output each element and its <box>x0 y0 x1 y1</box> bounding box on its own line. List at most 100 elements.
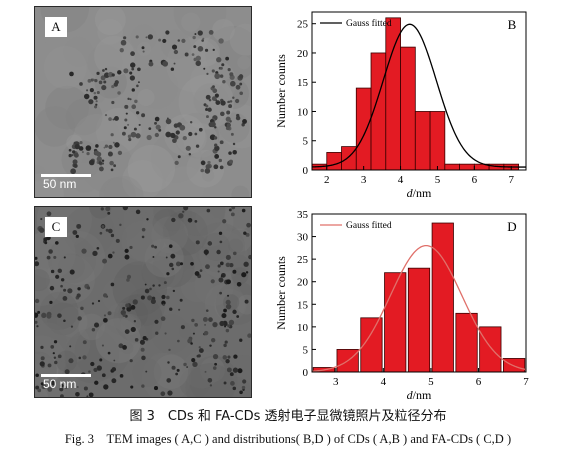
nanoparticle <box>67 288 73 294</box>
nanoparticle <box>153 386 159 391</box>
nanoparticle <box>40 345 44 349</box>
nanoparticle <box>158 38 162 42</box>
nanoparticle <box>227 355 231 359</box>
nanoparticle <box>113 164 117 168</box>
nanoparticle <box>205 264 210 270</box>
tem-texture <box>121 221 162 261</box>
nanoparticle <box>164 332 167 335</box>
nanoparticle <box>224 340 228 344</box>
nanoparticle <box>241 272 247 278</box>
nanoparticle <box>171 365 176 370</box>
nanoparticle <box>83 386 88 391</box>
nanoparticle <box>130 131 137 138</box>
nanoparticle <box>186 366 189 369</box>
nanoparticle <box>202 317 208 322</box>
nanoparticle <box>47 363 52 368</box>
nanoparticle <box>100 75 106 81</box>
nanoparticle <box>165 30 170 35</box>
nanoparticle <box>232 96 235 100</box>
nanoparticle <box>76 223 82 229</box>
nanoparticle <box>40 356 45 361</box>
nanoparticle <box>165 131 172 138</box>
nanoparticle <box>232 251 237 256</box>
tem-texture <box>173 7 227 39</box>
nanoparticle <box>229 262 234 268</box>
nanoparticle <box>93 95 98 100</box>
nanoparticle <box>141 235 145 239</box>
nanoparticle <box>76 293 81 298</box>
nanoparticle <box>132 299 138 305</box>
nanoparticle <box>94 105 98 109</box>
hist-d-ylabel: Number counts <box>274 256 288 330</box>
nanoparticle <box>211 69 215 73</box>
nanoparticle <box>96 91 100 95</box>
hist-d-bar-3 <box>384 272 407 373</box>
nanoparticle <box>222 355 228 360</box>
nanoparticle <box>73 163 78 168</box>
nanoparticle <box>96 365 102 371</box>
hist-b-bar-8 <box>429 111 446 171</box>
tem-texture <box>98 311 139 353</box>
nanoparticle <box>208 98 212 102</box>
nanoparticle <box>50 345 55 349</box>
hist-d-xtick-label-5: 5 <box>428 376 434 388</box>
scale-bar-c <box>41 374 91 377</box>
nanoparticle <box>177 339 180 343</box>
nanoparticle <box>207 377 213 383</box>
nanoparticle <box>172 289 176 293</box>
nanoparticle <box>239 91 243 96</box>
tem-texture <box>110 211 165 266</box>
nanoparticle <box>236 113 240 118</box>
nanoparticle <box>95 100 98 103</box>
nanoparticle <box>165 118 172 125</box>
nanoparticle <box>69 71 74 77</box>
nanoparticle <box>114 115 119 121</box>
hist-b-xtick-label-4: 4 <box>398 174 404 186</box>
tem-texture <box>35 255 54 291</box>
nanoparticle <box>219 74 224 78</box>
nanoparticle <box>214 154 220 159</box>
tem-texture <box>144 238 184 278</box>
nanoparticle <box>35 312 39 318</box>
nanoparticle <box>241 208 246 213</box>
nanoparticle <box>195 60 202 67</box>
nanoparticle <box>52 352 55 355</box>
tem-texture <box>63 207 115 257</box>
nanoparticle <box>191 318 195 323</box>
panel-label-c-text: C <box>51 219 61 234</box>
nanoparticle <box>129 98 132 101</box>
histogram-d: 3 4 5 6 7 0 5 10 15 20 25 30 35 d/nm Number counts Gaus… <box>274 206 536 402</box>
hist-b-xtick-label-6: 6 <box>472 174 478 186</box>
nanoparticle <box>154 245 158 249</box>
nanoparticle <box>81 248 87 254</box>
tem-texture <box>35 42 78 98</box>
tem-texture <box>73 113 120 160</box>
tem-texture <box>151 245 167 261</box>
tem-texture <box>180 269 214 303</box>
nanoparticle <box>218 38 224 44</box>
nanoparticle <box>39 361 45 367</box>
nanoparticle <box>175 372 179 376</box>
nanoparticle <box>178 308 181 311</box>
nanoparticle <box>63 319 66 323</box>
nanoparticle <box>130 385 134 389</box>
nanoparticle <box>137 81 140 84</box>
tem-texture <box>152 208 181 237</box>
nanoparticle <box>94 150 99 155</box>
nanoparticle <box>64 386 68 389</box>
nanoparticle <box>212 353 219 360</box>
nanoparticle <box>47 386 53 392</box>
nanoparticle <box>148 127 152 130</box>
nanoparticle <box>194 219 198 223</box>
nanoparticle <box>73 152 79 158</box>
nanoparticle <box>214 145 220 152</box>
nanoparticle <box>44 241 48 245</box>
nanoparticle <box>140 295 145 300</box>
tem-texture <box>219 104 251 149</box>
nanoparticle <box>150 298 156 304</box>
nanoparticle <box>230 80 236 87</box>
tem-texture <box>35 267 61 306</box>
nanoparticle <box>154 116 160 122</box>
nanoparticle <box>229 100 233 103</box>
nanoparticle <box>104 144 109 148</box>
